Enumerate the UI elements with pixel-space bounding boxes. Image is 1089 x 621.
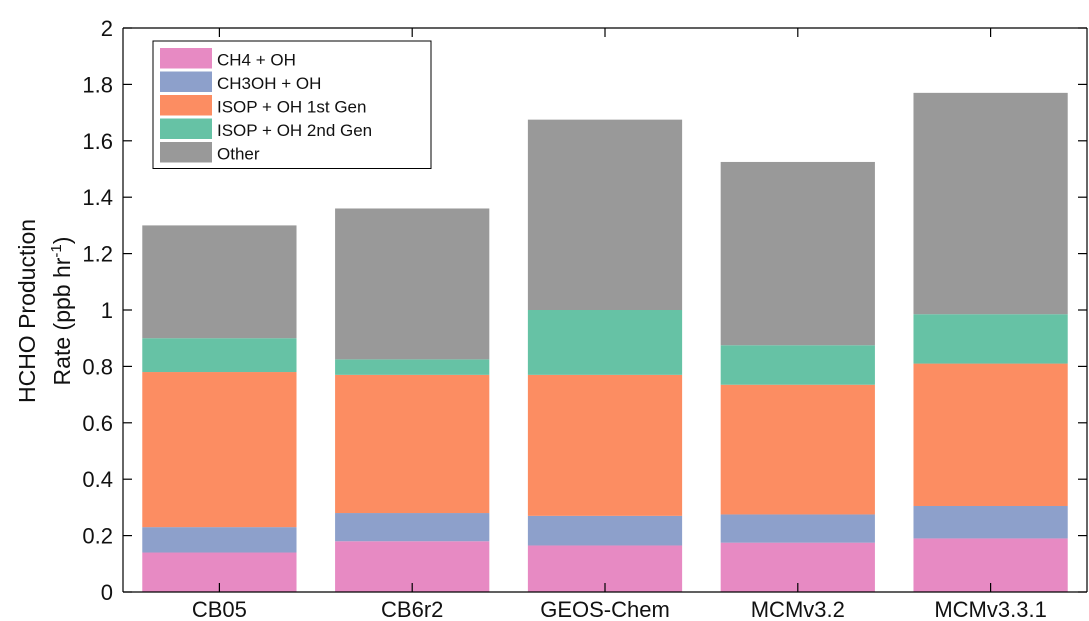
bar-cb6r2-isop-oh-1st-gen — [335, 374, 490, 514]
legend-entry-label: CH4 + OH — [217, 51, 296, 70]
y-tick-label: 1 — [101, 298, 113, 323]
legend-swatch — [160, 48, 212, 69]
bar-geos-chem-other — [527, 119, 683, 311]
bar-segments — [142, 92, 1068, 592]
y-axis-label-line2: Rate (ppb hr-1) — [48, 237, 75, 386]
legend-swatch — [160, 118, 212, 139]
legend-entry-label: Other — [217, 145, 260, 164]
y-tick-label: 2 — [101, 16, 113, 41]
bar-geos-chem-ch3oh-oh — [527, 515, 683, 546]
bar-cb6r2-other — [335, 208, 490, 360]
y-axis-label-close: ) — [49, 237, 75, 245]
bar-geos-chem-isop-oh-1st-gen — [527, 374, 683, 516]
bar-mcmv3-2-ch3oh-oh — [720, 514, 875, 543]
bar-mcmv3-3-1-other — [913, 92, 1068, 315]
x-tick-label: MCMv3.2 — [751, 597, 845, 621]
bar-geos-chem-isop-oh-2nd-gen — [527, 310, 683, 375]
y-tick-label: 0.8 — [82, 354, 113, 379]
x-tick-label: CB6r2 — [381, 597, 443, 621]
bar-mcmv3-2-other — [720, 161, 875, 346]
bar-mcmv3-3-1-isop-oh-2nd-gen — [913, 314, 1068, 364]
x-axis-ticks: CB05 CB6r2 GEOS-Chem MCMv3.2 MCMv3.3.1 — [192, 28, 1047, 621]
bar-mcmv3-3-1-ch3oh-oh — [913, 505, 1068, 539]
bar-mcmv3-2-isop-oh-1st-gen — [720, 384, 875, 515]
legend-swatch — [160, 142, 212, 163]
legend-swatch — [160, 71, 212, 92]
legend-entry-label: ISOP + OH 1st Gen — [217, 98, 366, 117]
legend: CH4 + OH CH3OH + OH ISOP + OH 1st Gen ISOP … — [152, 40, 432, 169]
y-tick-label: 0.4 — [82, 467, 113, 492]
bar-cb05-ch3oh-oh — [142, 527, 297, 553]
bar-mcmv3-3-1-isop-oh-1st-gen — [913, 363, 1068, 506]
bar-cb05-isop-oh-2nd-gen — [142, 338, 297, 373]
y-tick-label: 1.6 — [82, 129, 113, 154]
x-tick-label: MCMv3.3.1 — [934, 597, 1046, 621]
bar-cb6r2-isop-oh-2nd-gen — [335, 359, 490, 375]
legend-entry-label: CH3OH + OH — [217, 74, 321, 93]
y-tick-label: 1.8 — [82, 72, 113, 97]
bar-mcmv3-2-isop-oh-2nd-gen — [720, 345, 875, 385]
y-axis-label-line1: HCHO Production — [14, 219, 40, 403]
x-tick-label: GEOS-Chem — [540, 597, 670, 621]
legend-entry-label: ISOP + OH 2nd Gen — [217, 121, 372, 140]
y-axis-label-main: Rate (ppb hr — [49, 257, 75, 385]
bar-cb05-isop-oh-1st-gen — [142, 372, 297, 528]
legend-swatch — [160, 95, 212, 116]
y-axis-ticks: 0 0.2 0.4 0.6 0.8 1 1.2 1.4 1.6 1.8 2 — [82, 16, 1087, 605]
x-tick-label: CB05 — [192, 597, 247, 621]
bar-cb6r2-ch3oh-oh — [335, 513, 490, 542]
y-axis-label-superscript: -1 — [48, 244, 65, 257]
y-tick-label: 0.6 — [82, 411, 113, 436]
y-tick-label: 1.4 — [82, 185, 113, 210]
y-tick-label: 1.2 — [82, 242, 113, 267]
bar-cb05-other — [142, 225, 297, 339]
y-tick-label: 0 — [101, 580, 113, 605]
y-tick-label: 0.2 — [82, 524, 113, 549]
